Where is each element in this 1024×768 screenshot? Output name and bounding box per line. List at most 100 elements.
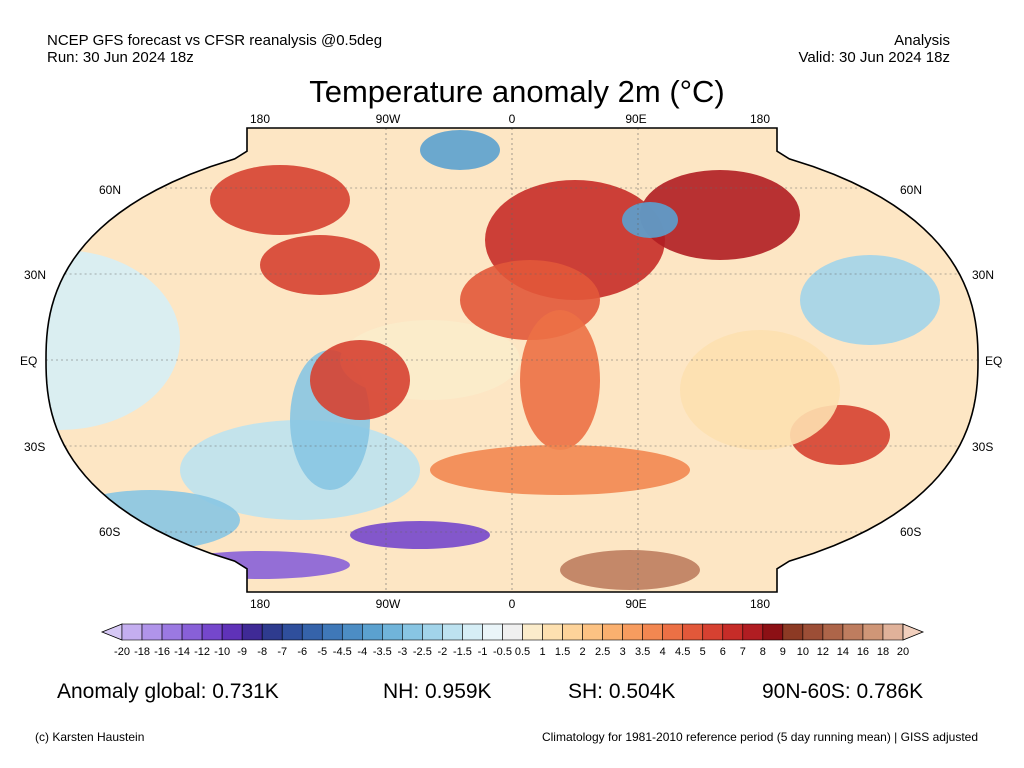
latitude-label-left: 30S [24,440,46,454]
colorbar-swatch [742,623,764,641]
latitude-label-left: 60S [99,525,121,539]
anomaly-region [46,250,180,430]
colorbar-swatch [261,623,283,641]
anomaly-region [310,340,410,420]
colorbar-tick-label: -4 [357,646,368,658]
colorbar-tick-label: -8 [257,646,268,658]
colorbar-swatch [281,623,303,641]
longitude-label-bottom: 180 [749,597,771,611]
colorbar-tick-label: -20 [114,646,130,658]
colorbar-swatch [362,623,383,641]
colorbar-tick-label: -16 [154,646,170,658]
arctic-anomaly: 90N-60S: 0.786K [762,680,924,703]
longitude-label-bottom: 90E [625,597,647,611]
latitude-label-right: 30N [972,268,995,282]
colorbar-swatch [402,623,423,641]
longitude-label-top: 180 [249,112,271,126]
colorbar-tick-label: 4.5 [675,646,691,658]
colorbar-tick-label: -2 [437,646,448,658]
colorbar-tick-label: 2 [579,646,586,658]
anomaly-region [260,235,380,295]
copyright: (c) Karsten Haustein [35,730,145,744]
colorbar-swatch [482,623,503,641]
longitude-label-top: 90W [375,112,401,126]
colorbar-swatch [542,623,563,641]
colorbar-swatch [201,623,223,641]
colorbar-tick-label: -5 [317,646,328,658]
colorbar-swatch [762,623,784,641]
colorbar-swatch [181,623,203,641]
colorbar-swatch [221,623,243,641]
latitude-label-right: 60S [900,525,922,539]
colorbar-tick-label: 10 [796,646,809,658]
anomaly-region [622,202,678,238]
colorbar-swatch [582,623,603,641]
colorbar-swatch [782,623,804,641]
anomaly-region [640,170,800,260]
colorbar-swatch [842,623,864,641]
colorbar-swatch [422,623,443,641]
colorbar-tick-label: 4 [659,646,666,658]
longitude-label-top: 180 [749,112,771,126]
colorbar-swatch [642,623,663,641]
anomaly-region [420,130,500,170]
colorbar-swatch [702,623,724,641]
analysis-label: Analysis [894,32,950,49]
colorbar-swatch [382,623,403,641]
global-anomaly: Anomaly global: 0.731K [57,680,279,703]
colorbar-tick-label: -4.5 [332,646,352,658]
colorbar-swatch [602,623,623,641]
valid-time: Valid: 30 Jun 2024 18z [798,49,950,66]
colorbar-swatch [141,623,163,641]
colorbar-tick-label: 0.5 [514,646,531,658]
latitude-label-left: 60N [99,183,122,197]
colorbar-tick-label: 8 [759,646,766,658]
graticule [46,128,978,592]
colorbar-swatch [662,623,684,641]
anomaly-region [680,330,840,450]
colorbar-tick-label: 9 [779,646,786,658]
colorbar-swatch [462,623,483,641]
colorbar-swatch [321,623,343,641]
colorbar-tick-label: -14 [174,646,191,658]
climatology-note: Climatology for 1981-2010 reference peri… [541,730,978,744]
colorbar-swatch [301,623,323,641]
colorbar-tick-label: -0.5 [493,646,512,658]
map-title: Temperature anomaly 2m (°C) [309,74,725,109]
colorbar-swatch [562,623,583,641]
colorbar-tick-label: 12 [816,646,830,658]
colorbar-swatch [882,623,904,641]
longitude-label-bottom: 90W [375,597,401,611]
anomaly-region [430,445,690,495]
colorbar-swatch [722,623,744,641]
colorbar-tick-label: -10 [214,646,231,658]
colorbar-swatch [802,623,824,641]
colorbar-swatch [822,623,844,641]
anomaly-region [560,550,700,590]
colorbar-tick-label: -2.5 [412,646,432,658]
latitude-label-right: 60N [900,183,923,197]
anomaly-region [800,255,940,345]
colorbar-tick-label: 18 [876,646,890,658]
latitude-label-left: EQ [20,354,38,368]
sh-anomaly: SH: 0.504K [568,680,676,703]
longitude-label-top: 90E [625,112,647,126]
colorbar-tick-label: 2.5 [594,646,611,658]
colorbar-tick-label: 1 [539,646,546,658]
colorbar-swatch [161,623,183,641]
colorbar-tick-label: 20 [896,646,910,658]
latitude-label-right: 30S [972,440,994,454]
colorbar-tick-label: -18 [134,646,150,658]
colorbar-tick-label: -12 [194,646,211,658]
colorbar-tick-label: 3 [619,646,626,658]
colorbar-min-extension [100,623,123,641]
globe-outline [45,127,979,593]
colorbar-tick-label: 3.5 [635,646,651,658]
anomaly-region [210,165,350,235]
anomaly-region [350,521,490,549]
colorbar-tick-label: 14 [836,646,850,658]
colorbar-tick-label: -3 [397,646,408,658]
colorbar-tick-label: 5 [699,646,706,658]
